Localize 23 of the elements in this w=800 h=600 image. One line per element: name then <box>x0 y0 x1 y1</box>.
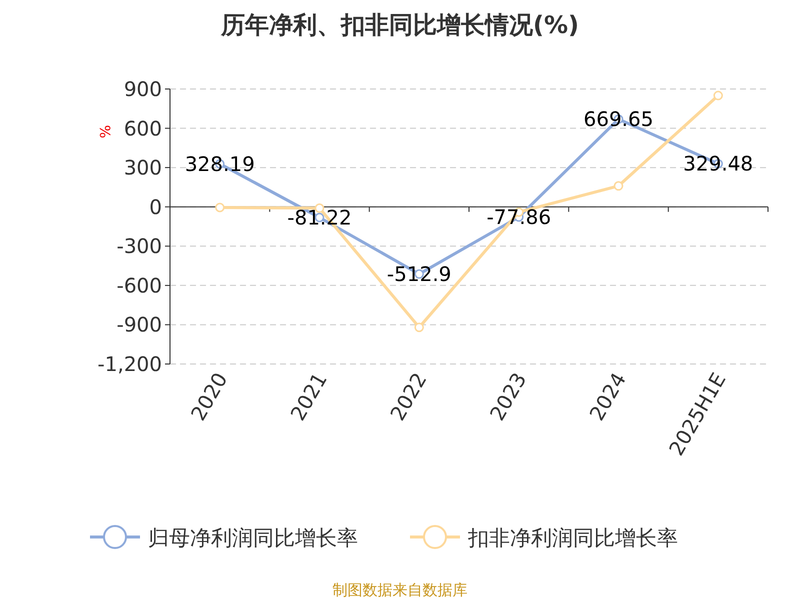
y-tick-label: 0 <box>149 194 162 219</box>
data-label: -77.86 <box>486 205 552 230</box>
point <box>215 202 225 212</box>
y-axis-title: % <box>96 125 112 138</box>
legend-label: 扣非净利润同比增长率 <box>467 526 678 550</box>
point <box>614 181 624 191</box>
legend-label: 归母净利润同比增长率 <box>148 526 358 550</box>
data-label: 669.65 <box>584 107 654 132</box>
data-label: 328.19 <box>184 152 255 176</box>
point <box>414 322 424 332</box>
point <box>713 90 723 100</box>
y-tick-label: -1,200 <box>98 352 162 376</box>
y-tick-label: 900 <box>124 77 162 101</box>
data-label: -512.9 <box>386 262 452 286</box>
chart-title: 历年净利、扣非同比增长情况(%) <box>220 11 579 39</box>
y-tick-label: -300 <box>116 234 162 258</box>
y-tick-label: 300 <box>124 156 162 180</box>
y-tick-label: 600 <box>124 116 162 140</box>
y-tick-label: -600 <box>116 273 162 298</box>
data-label: 329.48 <box>683 152 754 176</box>
y-tick-label: -900 <box>116 312 162 337</box>
text: 制图数据来自数据库 <box>332 581 468 599</box>
data-label: -81.22 <box>287 205 352 230</box>
